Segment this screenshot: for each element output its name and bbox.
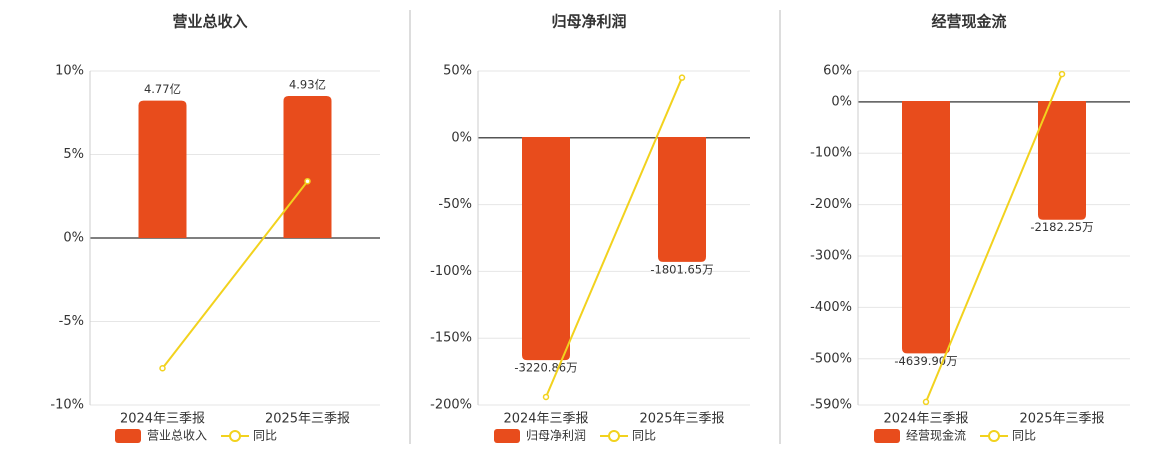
legend-label: 归母净利润 (526, 429, 586, 443)
line-point (922, 398, 930, 406)
legend-swatch (608, 430, 621, 442)
y-tick-label: -10% (50, 398, 84, 413)
legend-label: 同比 (253, 429, 277, 443)
line (161, 180, 309, 369)
value-label: -4639.90万 (894, 354, 957, 368)
legend-swatch (494, 429, 520, 443)
x-tick-label: 2025年三季报 (265, 412, 350, 427)
legend-swatch (874, 429, 900, 443)
y-tick-label: 0% (831, 94, 852, 109)
line-point (542, 393, 550, 401)
value-label: 4.77亿 (144, 82, 181, 96)
value-label: 4.93亿 (289, 78, 326, 92)
legend-swatch (229, 430, 242, 442)
x-tick-label: 2024年三季报 (503, 412, 588, 427)
legend-swatch (115, 429, 141, 443)
y-tick-label: -200% (430, 398, 472, 413)
legend-label: 同比 (1012, 429, 1036, 443)
bar (658, 136, 706, 262)
chart-title: 归母净利润 (551, 13, 626, 31)
y-tick-label: 60% (823, 64, 852, 79)
y-tick-label: 0% (451, 130, 472, 145)
x-tick-label: 2025年三季报 (639, 412, 724, 427)
legend-label: 经营现金流 (906, 428, 966, 443)
y-tick-label: -50% (438, 197, 472, 212)
y-tick-label: -5% (59, 314, 84, 329)
bar (283, 96, 332, 238)
y-tick-label: -300% (810, 248, 852, 263)
chart-title: 营业总收入 (172, 13, 247, 31)
line-point (1058, 70, 1066, 78)
line-point (159, 365, 166, 372)
y-tick-label: -100% (430, 264, 472, 279)
bar (1038, 100, 1086, 220)
y-tick-label: 5% (63, 147, 84, 162)
line (545, 77, 683, 398)
line-point (304, 177, 311, 185)
legend-swatch (988, 430, 1001, 442)
bar (902, 100, 950, 354)
y-tick-label: -200% (810, 197, 852, 212)
y-tick-label: 50% (443, 64, 472, 79)
y-tick-label: -400% (810, 300, 852, 315)
value-label: -2182.25万 (1030, 220, 1093, 234)
x-tick-label: 2025年三季报 (1019, 412, 1104, 427)
bar (138, 100, 187, 239)
y-tick-label: -590% (810, 398, 852, 413)
y-tick-label: -150% (430, 331, 472, 346)
legend-label: 同比 (632, 429, 656, 443)
line (925, 73, 1063, 403)
x-tick-label: 2024年三季报 (883, 412, 968, 427)
y-tick-label: 0% (63, 231, 84, 246)
bar (522, 136, 570, 361)
value-label: -1801.65万 (650, 262, 713, 276)
x-tick-label: 2024年三季报 (120, 412, 205, 427)
value-label: -3220.86万 (514, 361, 577, 375)
y-tick-label: -100% (810, 146, 852, 161)
legend-label: 营业总收入 (147, 429, 207, 443)
line-point (678, 74, 686, 81)
y-tick-label: 10% (55, 64, 84, 79)
y-tick-label: -500% (810, 351, 852, 366)
chart-title: 经营现金流 (931, 13, 1006, 31)
